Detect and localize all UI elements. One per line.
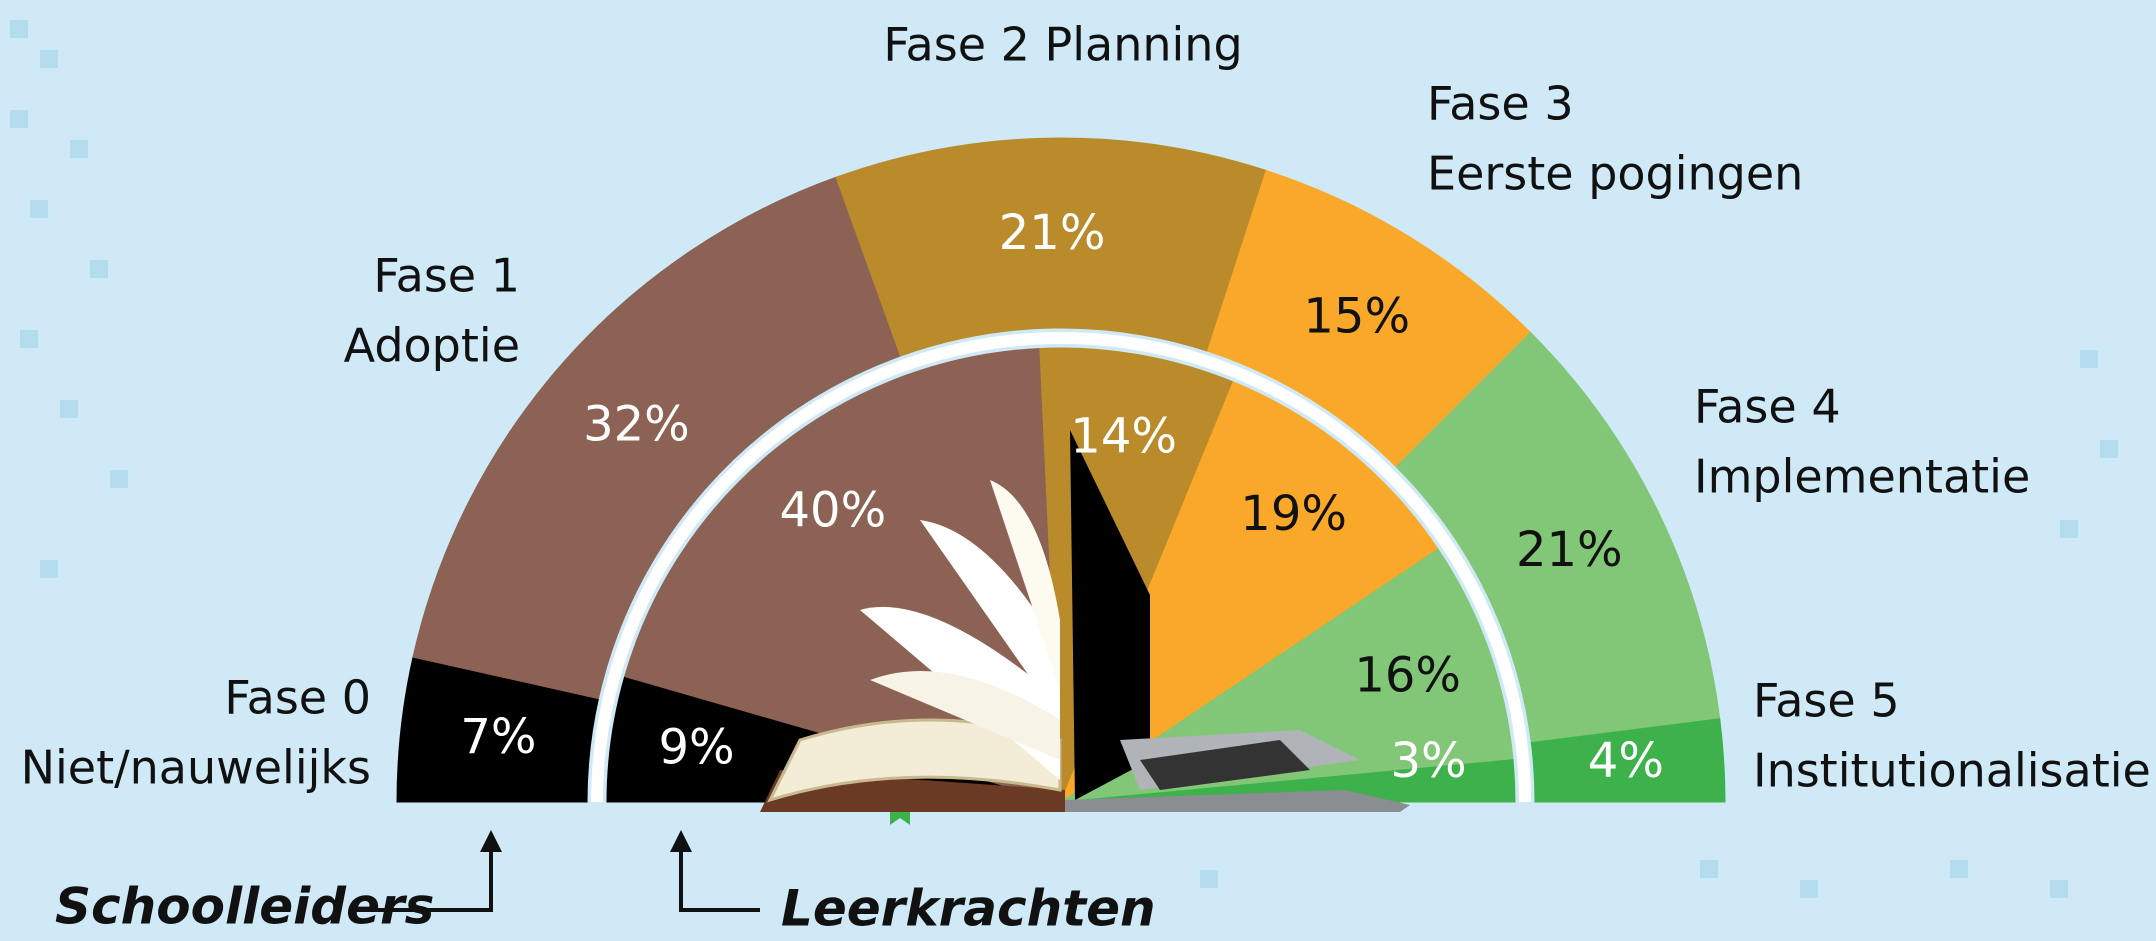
category-label: Fase 3 bbox=[1427, 77, 1574, 131]
value-label: 32% bbox=[583, 397, 690, 453]
segment bbox=[1530, 718, 1726, 803]
value-label: 3% bbox=[1391, 733, 1467, 789]
category-label: Fase 4 bbox=[1694, 380, 1841, 434]
value-label: 15% bbox=[1303, 288, 1410, 344]
value-label: 16% bbox=[1354, 648, 1461, 704]
value-label: 4% bbox=[1588, 733, 1664, 789]
series-label: Leerkrachten bbox=[781, 880, 1156, 938]
ring-separator bbox=[591, 332, 1531, 803]
series-label: Schoolleiders bbox=[55, 878, 434, 936]
arrow-heads bbox=[480, 830, 692, 852]
series-arrows bbox=[375, 848, 760, 912]
value-label: 19% bbox=[1240, 486, 1347, 542]
segment bbox=[412, 176, 902, 700]
category-label: Eerste pogingen bbox=[1427, 147, 1803, 201]
segment bbox=[1059, 381, 1439, 804]
category-label: Fase 1 bbox=[373, 249, 520, 303]
value-label: 21% bbox=[999, 205, 1106, 261]
category-label: Institutionalisatie bbox=[1753, 744, 2151, 798]
book-and-laptop bbox=[760, 430, 1410, 825]
category-label: Implementatie bbox=[1694, 450, 2030, 504]
background-pattern bbox=[10, 20, 2118, 898]
category-label: Fase 2 Planning bbox=[883, 18, 1242, 72]
value-label: 7% bbox=[460, 709, 536, 765]
value-label: 9% bbox=[659, 720, 735, 776]
category-label: Fase 0 bbox=[224, 671, 371, 725]
category-label: Niet/nauwelijks bbox=[21, 741, 371, 795]
value-label: 40% bbox=[779, 482, 886, 538]
category-label: Fase 5 bbox=[1753, 674, 1900, 728]
value-label: 14% bbox=[1070, 408, 1177, 464]
value-label: 21% bbox=[1516, 522, 1623, 578]
category-label: Adoptie bbox=[344, 319, 520, 373]
